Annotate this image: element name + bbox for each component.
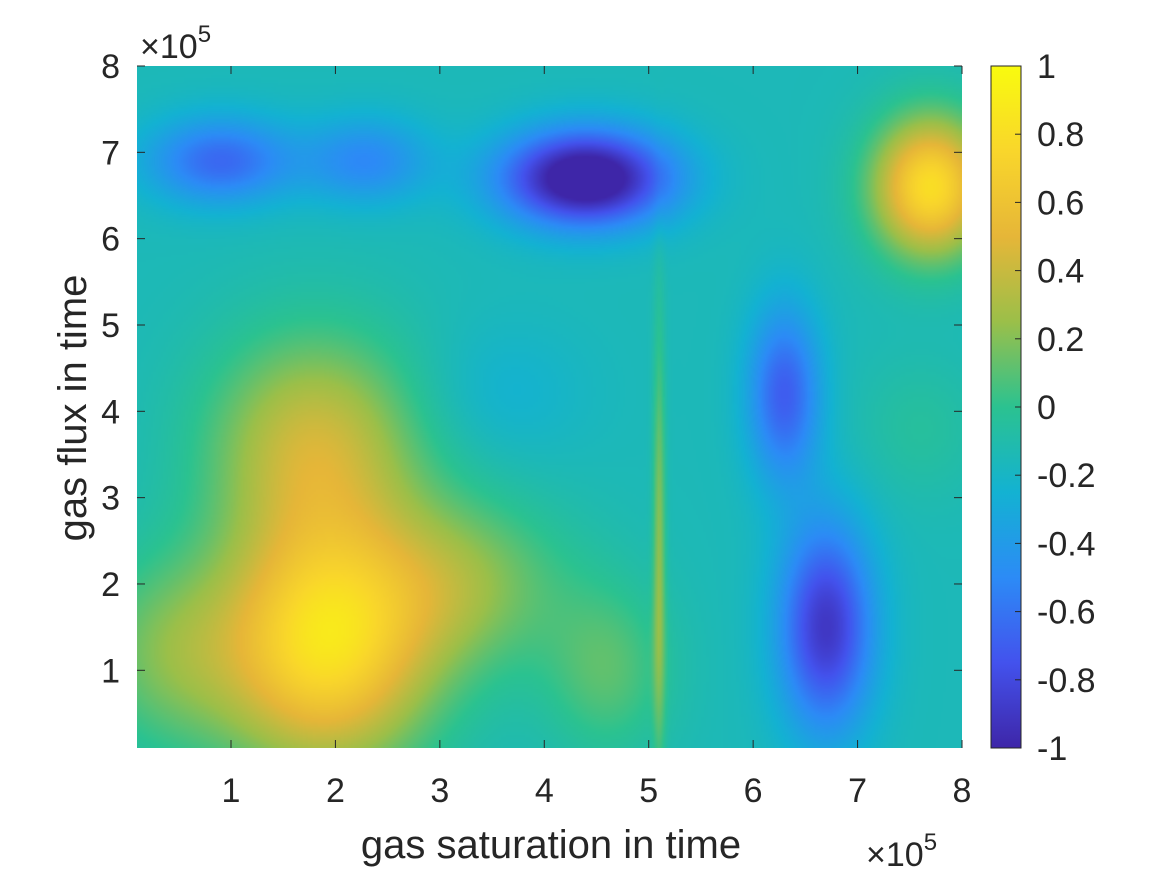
- colorbar-tick-label: 0.2: [1037, 321, 1084, 359]
- x-tick-label: 3: [430, 772, 449, 810]
- colorbar-tick-label: 0.6: [1037, 184, 1084, 222]
- y-exponent-label: ×105: [140, 21, 211, 66]
- y-tick-label: 5: [101, 307, 120, 345]
- svg-text:×105: ×105: [140, 21, 211, 66]
- y-axis-ticks: 1 2 3 4 5 6 7 8: [101, 48, 962, 690]
- heatmap-surface: [137, 66, 962, 748]
- y-tick-label: 8: [101, 48, 120, 86]
- colorbar-tick-label: 0: [1037, 389, 1056, 427]
- y-tick-label: 6: [101, 221, 120, 259]
- colorbar-tick-label: -1: [1037, 730, 1067, 768]
- colorbar-tick-label: 1: [1037, 48, 1056, 86]
- colorbar-tick-label: 0.8: [1037, 116, 1084, 154]
- colorbar-tick-label: -0.2: [1037, 457, 1096, 495]
- y-tick-label: 4: [101, 393, 120, 431]
- colorbar-tick-label: -0.6: [1037, 594, 1096, 632]
- colorbar-tick-label: -0.8: [1037, 662, 1096, 700]
- x-tick-label: 4: [535, 772, 554, 810]
- colorbar-tick-label: -0.4: [1037, 525, 1096, 563]
- colorbar: 1 0.8 0.6 0.4 0.2 0 -0.2 -0.4 -0.6 -0.8 -1: [990, 48, 1096, 768]
- y-tick-label: 1: [101, 652, 120, 690]
- x-exponent-label: ×105: [866, 829, 937, 874]
- x-tick-label: 7: [848, 772, 867, 810]
- y-tick-label: 3: [101, 480, 120, 518]
- x-tick-label: 5: [639, 772, 658, 810]
- x-tick-label: 6: [744, 772, 763, 810]
- svg-text:×105: ×105: [866, 829, 937, 874]
- x-tick-label: 2: [326, 772, 345, 810]
- x-axis-ticks: 1 2 3 4 5 6 7 8: [222, 66, 972, 810]
- y-tick-label: 2: [101, 566, 120, 604]
- plot-area: [137, 66, 962, 748]
- x-tick-label: 1: [222, 772, 241, 810]
- x-axis-label: gas saturation in time: [361, 823, 741, 867]
- colorbar-tick-label: 0.4: [1037, 253, 1084, 291]
- y-axis-label: gas flux in time: [51, 275, 95, 542]
- colorbar-ticks: 1 0.8 0.6 0.4 0.2 0 -0.2 -0.4 -0.6 -0.8 -1: [1015, 48, 1096, 768]
- y-tick-label: 7: [101, 134, 120, 172]
- x-tick-label: 8: [953, 772, 972, 810]
